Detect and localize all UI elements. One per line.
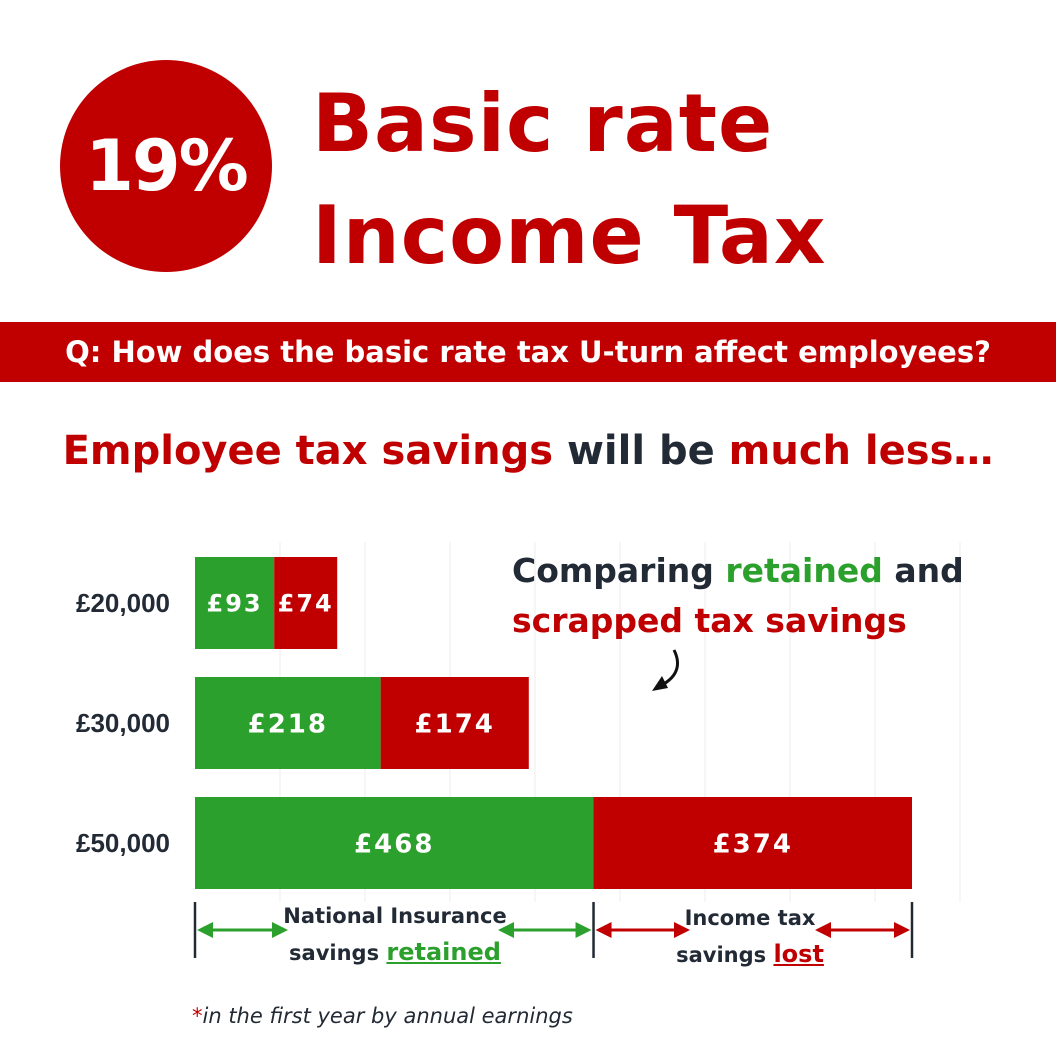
bar-lost <box>380 677 529 769</box>
retained-arrow-right-head-right <box>575 922 592 938</box>
category-label: £20,000 <box>76 588 170 618</box>
annotation-text-scrapped: scrapped tax savings <box>512 601 907 640</box>
category-label: £50,000 <box>76 828 170 858</box>
annotation-text-and: and <box>882 551 964 590</box>
lost-arrow-right-head-left <box>815 922 831 938</box>
bar-lost-label: £74 <box>278 590 334 618</box>
bar-lost-label: £374 <box>713 829 793 859</box>
bar-retained <box>195 797 594 889</box>
headline: Employee tax savings will be much less… <box>0 428 1056 474</box>
legend-lost-emphasis: lost <box>773 940 824 968</box>
headline-part-3: much less… <box>728 428 994 474</box>
chart-annotation: Comparing retained and scrapped tax savi… <box>512 546 964 646</box>
percentage-badge: 19% <box>60 60 272 272</box>
legend-lost: Income tax savings lost <box>640 900 860 973</box>
pointer-arrow-head <box>652 676 668 691</box>
bar-retained-label: £468 <box>354 829 434 859</box>
legend-retained-emphasis: retained <box>386 938 501 966</box>
legend-lost-line-2a: savings <box>676 943 774 967</box>
footnote-text: in the first year by annual earnings <box>202 1004 573 1028</box>
headline-part-1: Employee tax savings <box>62 428 554 474</box>
bar-retained <box>195 677 381 769</box>
title-line-1: Basic rate <box>312 77 774 170</box>
title-line-2: Income Tax <box>312 189 827 282</box>
retained-arrow-left-head-left <box>197 922 213 938</box>
retained-arrow-left-head-right <box>272 922 288 938</box>
bar-lost <box>593 797 912 889</box>
bar-lost <box>274 557 338 649</box>
bar-retained <box>195 557 275 649</box>
question-text: Q: How does the basic rate tax U-turn af… <box>65 335 991 369</box>
category-label: £30,000 <box>76 708 170 738</box>
legend-retained-line-1: National Insurance <box>283 904 507 928</box>
question-banner: Q: How does the basic rate tax U-turn af… <box>0 322 1056 382</box>
bar-retained-label: £93 <box>207 590 263 618</box>
annotation-text-retained: retained <box>725 551 883 590</box>
legend-retained-line-2a: savings <box>289 941 387 965</box>
stacked-bar-chart: £20,000 £93 £74 £30,000 £218 £174 £50,000 £468 £… <box>76 542 961 958</box>
legend-retained: National Insurance savings retained <box>230 898 560 971</box>
lost-arrow-left-head-right <box>674 922 690 938</box>
retained-arrow-right-head-left <box>498 922 514 938</box>
headline-part-2: will be <box>553 428 729 474</box>
bar-retained-label: £218 <box>248 709 328 739</box>
lost-arrow-left-head-left <box>595 922 612 938</box>
footnote-star: * <box>192 1004 203 1028</box>
lost-arrow-right-head-right <box>894 922 910 938</box>
badge-text: 19% <box>85 125 249 207</box>
page-title: Basic rate Income Tax <box>312 68 826 292</box>
footnote: *in the first year by annual earnings <box>192 1004 573 1028</box>
legend-lost-line-1: Income tax <box>684 906 816 930</box>
bar-lost-label: £174 <box>415 709 495 739</box>
annotation-text-a: Comparing <box>512 551 726 590</box>
